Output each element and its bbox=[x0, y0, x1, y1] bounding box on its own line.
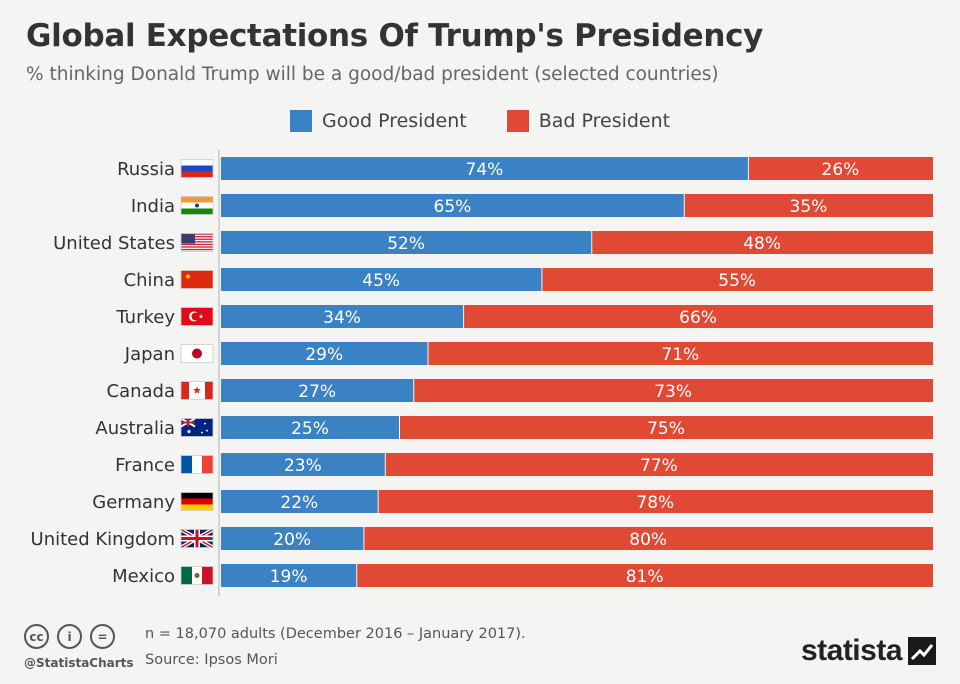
australia-flag-icon bbox=[180, 417, 214, 437]
turkey-flag-icon bbox=[180, 307, 214, 326]
category-label: Germany bbox=[92, 492, 175, 513]
sample-note: n = 18,070 adults (December 2016 – Janua… bbox=[145, 626, 526, 642]
statista-logo[interactable]: statista bbox=[801, 634, 936, 668]
source-note: Source: Ipsos Mori bbox=[145, 652, 278, 668]
bar-bad bbox=[378, 490, 933, 513]
chart-title: Global Expectations Of Trump's Presidenc… bbox=[26, 18, 764, 54]
data-label-good: 23% bbox=[284, 456, 322, 476]
data-label-bad: 81% bbox=[626, 567, 664, 587]
russia-flag-icon bbox=[180, 159, 214, 178]
data-label-good: 45% bbox=[362, 271, 400, 291]
bar-good bbox=[221, 194, 684, 217]
data-label-good: 52% bbox=[387, 234, 425, 254]
bar-bad bbox=[364, 527, 933, 550]
bar-good bbox=[221, 564, 357, 587]
data-label-bad: 48% bbox=[743, 234, 781, 254]
data-label-bad: 35% bbox=[790, 197, 828, 217]
statista-logo-icon bbox=[908, 637, 936, 665]
bar-good bbox=[221, 527, 364, 550]
data-label-bad: 75% bbox=[647, 419, 685, 439]
category-label: Mexico bbox=[112, 566, 175, 587]
data-label-good: 29% bbox=[305, 345, 343, 365]
bar-bad bbox=[748, 157, 933, 180]
bar-good bbox=[221, 231, 592, 254]
data-label-good: 25% bbox=[291, 419, 329, 439]
category-label: Australia bbox=[95, 418, 175, 439]
bar-good bbox=[221, 342, 428, 365]
creative-commons-icon: cc bbox=[24, 624, 49, 649]
bar-bad bbox=[684, 194, 933, 217]
category-label: Canada bbox=[107, 381, 176, 402]
data-label-good: 22% bbox=[280, 493, 318, 513]
bar-bad bbox=[357, 564, 933, 587]
license-icons: cc i = bbox=[24, 624, 123, 649]
legend-item-good: Good President bbox=[290, 110, 467, 132]
germany-flag-icon bbox=[180, 492, 214, 511]
bar-bad bbox=[542, 268, 933, 291]
stacked-bar-chart: 74% 26% Russia 65% 35% India 52% 48% United Stat… bbox=[31, 150, 933, 596]
mexico-flag-icon bbox=[180, 566, 214, 585]
bar-bad bbox=[592, 231, 933, 254]
data-label-bad: 77% bbox=[640, 456, 678, 476]
japan-flag-icon bbox=[180, 344, 214, 363]
bar-good bbox=[221, 416, 399, 439]
india-flag-icon bbox=[180, 196, 214, 215]
category-label: India bbox=[131, 196, 175, 217]
data-label-bad: 78% bbox=[636, 493, 674, 513]
legend: Good President Bad President bbox=[290, 110, 710, 132]
france-flag-icon bbox=[180, 455, 214, 474]
legend-label-good: Good President bbox=[322, 110, 467, 132]
bar-good bbox=[221, 268, 542, 291]
bar-bad bbox=[414, 379, 933, 402]
data-label-bad: 55% bbox=[718, 271, 756, 291]
bar-bad bbox=[400, 416, 933, 439]
brand-wordmark: statista bbox=[800, 634, 903, 667]
category-label: France bbox=[115, 455, 175, 476]
uk-flag-icon bbox=[180, 527, 214, 550]
no-derivatives-icon: = bbox=[90, 624, 115, 649]
bar-good bbox=[221, 305, 464, 328]
data-label-good: 34% bbox=[323, 308, 361, 328]
legend-swatch-bad bbox=[506, 110, 529, 132]
chart-subtitle: % thinking Donald Trump will be a good/b… bbox=[26, 64, 719, 85]
data-label-bad: 66% bbox=[679, 308, 717, 328]
category-label: United Kingdom bbox=[31, 529, 175, 550]
legend-label-bad: Bad President bbox=[538, 110, 671, 132]
legend-swatch-good bbox=[290, 110, 312, 132]
category-label: China bbox=[124, 270, 175, 291]
bar-good bbox=[221, 453, 385, 476]
bar-bad bbox=[428, 342, 933, 365]
usa-flag-icon bbox=[180, 233, 214, 252]
canada-flag-icon bbox=[180, 381, 214, 400]
bar-good bbox=[221, 379, 414, 402]
category-label: United States bbox=[53, 233, 175, 254]
data-label-good: 20% bbox=[273, 530, 311, 550]
data-label-good: 65% bbox=[434, 197, 472, 217]
legend-item-bad: Bad President bbox=[506, 110, 671, 132]
china-flag-icon bbox=[180, 270, 214, 289]
data-label-bad: 71% bbox=[661, 345, 699, 365]
category-label: Russia bbox=[117, 159, 175, 180]
category-label: Japan bbox=[124, 344, 175, 365]
data-label-good: 27% bbox=[298, 382, 336, 402]
bar-bad bbox=[385, 453, 933, 476]
bar-good bbox=[221, 157, 748, 180]
category-label: Turkey bbox=[115, 307, 175, 328]
bar-good bbox=[221, 490, 378, 513]
data-label-good: 19% bbox=[270, 567, 308, 587]
data-label-bad: 80% bbox=[629, 530, 667, 550]
data-label-bad: 73% bbox=[654, 382, 692, 402]
data-label-bad: 26% bbox=[822, 160, 860, 180]
attribution-icon: i bbox=[57, 624, 82, 649]
twitter-handle[interactable]: @StatistaCharts bbox=[24, 656, 134, 670]
bar-bad bbox=[464, 305, 933, 328]
data-label-good: 74% bbox=[466, 160, 504, 180]
